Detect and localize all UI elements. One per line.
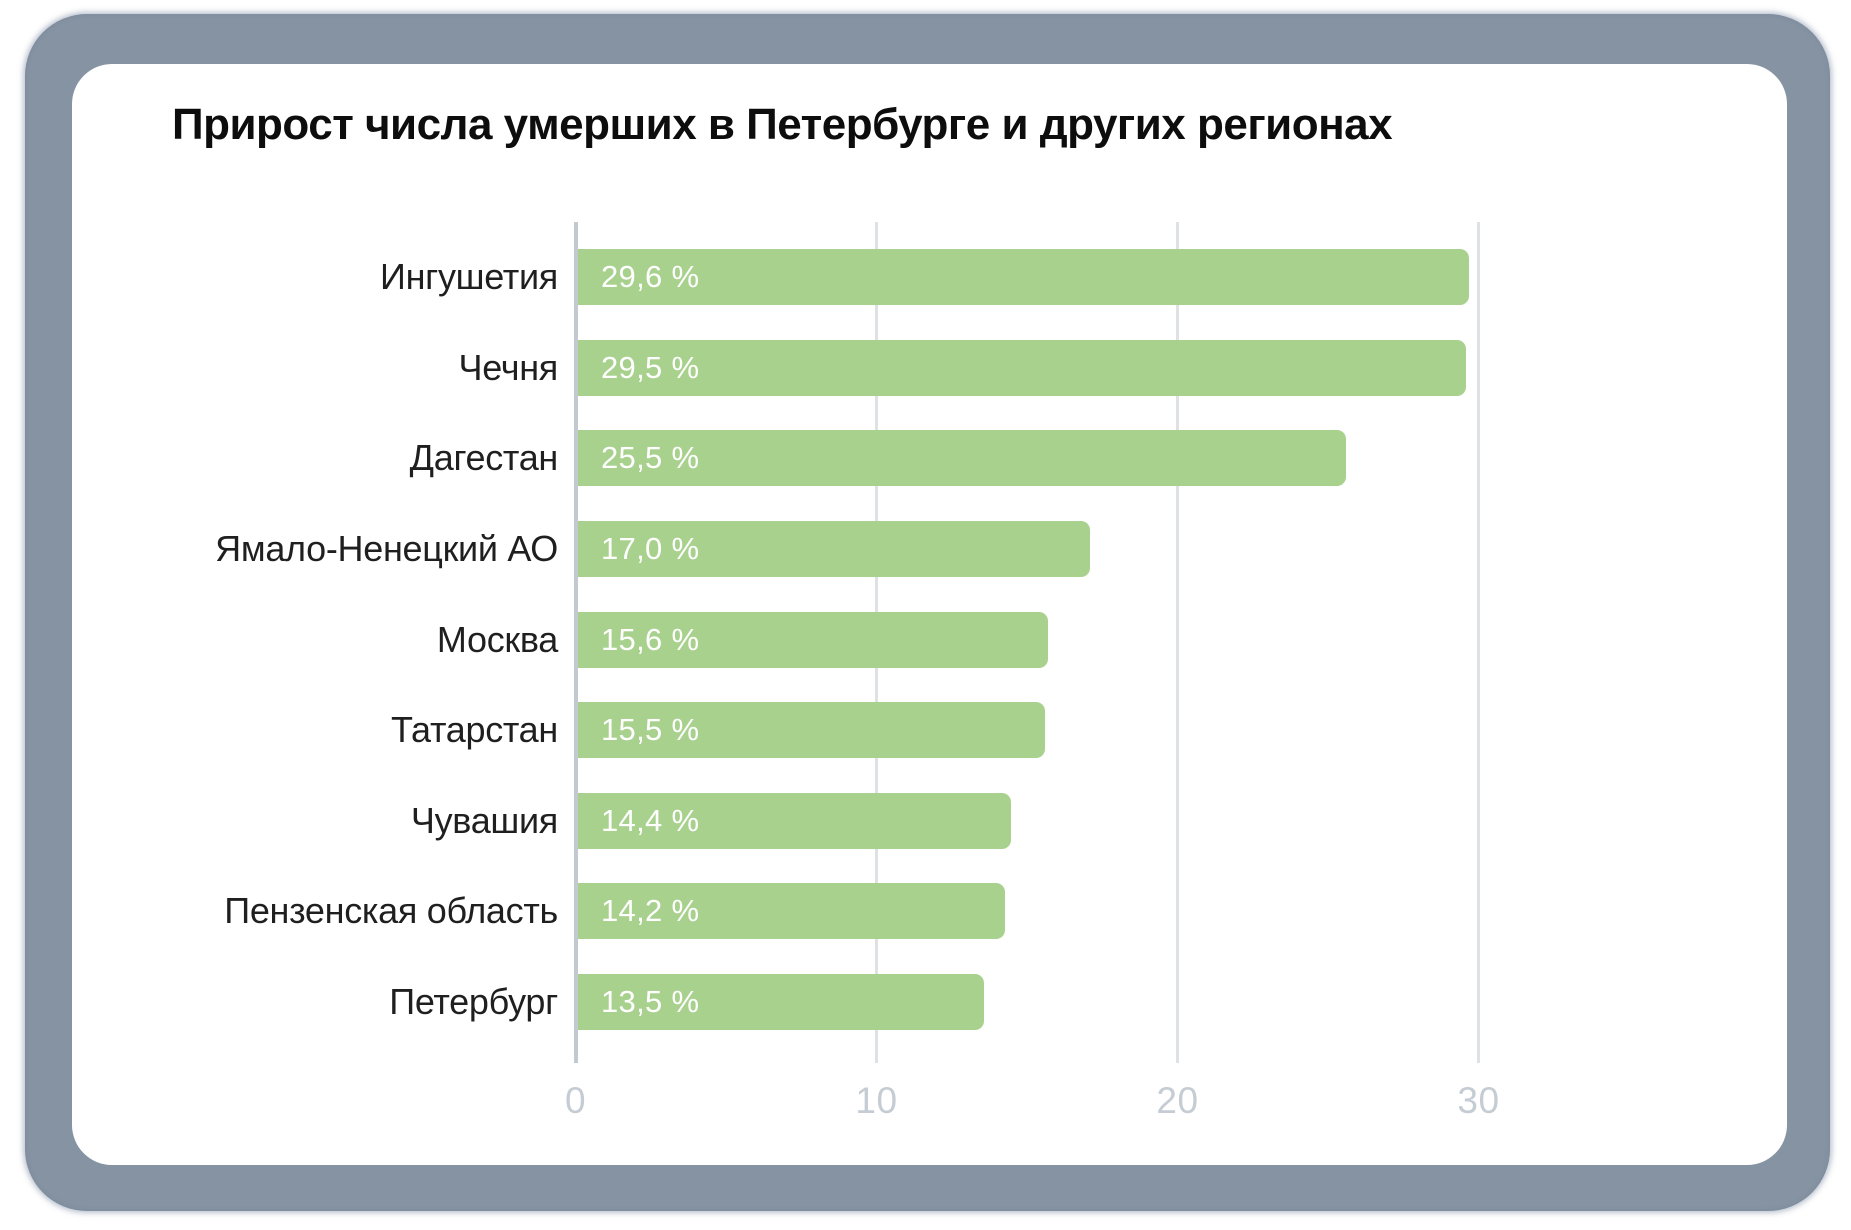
bar: 14,4 % — [578, 792, 1012, 849]
bar-value-label: 17,0 % — [601, 531, 700, 567]
bar-track: 29,6 % — [578, 249, 1712, 306]
bar: 29,6 % — [578, 249, 1469, 306]
bar-track: 15,6 % — [578, 611, 1712, 668]
category-label: Петербург — [389, 981, 558, 1023]
bar: 14,2 % — [578, 883, 1006, 940]
category-label: Ямало-Ненецкий АО — [215, 528, 558, 570]
plot-area: Ингушетия 29,6 % Чечня 29,5 % Дагестан 25,5 %… — [72, 64, 1787, 1165]
bar-row: Дагестан 25,5 % — [72, 413, 1712, 504]
bar: 15,6 % — [578, 611, 1048, 668]
x-axis-tick-label: 0 — [564, 1080, 587, 1121]
bar-value-label: 13,5 % — [601, 984, 700, 1020]
bar-track: 15,5 % — [578, 702, 1712, 759]
x-axis-tick-label: 30 — [1457, 1080, 1500, 1121]
bar: 17,0 % — [578, 521, 1090, 578]
bar-track: 17,0 % — [578, 521, 1712, 578]
bar-value-label: 29,5 % — [601, 349, 700, 385]
category-label: Дагестан — [409, 437, 559, 479]
bar-row: Москва 15,6 % — [72, 594, 1712, 685]
category-label: Чувашия — [410, 799, 558, 841]
bar-track: 25,5 % — [578, 430, 1712, 487]
category-label: Пензенская область — [224, 890, 558, 932]
bar-row: Петербург 13,5 % — [72, 957, 1712, 1048]
bar-row: Татарстан 15,5 % — [72, 685, 1712, 776]
bar-row: Чечня 29,5 % — [72, 323, 1712, 414]
bar-track: 14,2 % — [578, 883, 1712, 940]
category-label: Татарстан — [390, 709, 558, 751]
bar: 29,5 % — [578, 339, 1466, 396]
category-label: Ингушетия — [380, 256, 558, 298]
chart-card: Прирост числа умерших в Петербурге и дру… — [72, 64, 1787, 1165]
bar-value-label: 25,5 % — [601, 440, 700, 476]
bar-row: Ингушетия 29,6 % — [72, 232, 1712, 323]
bar-row: Ямало-Ненецкий АО 17,0 % — [72, 504, 1712, 595]
category-label: Чечня — [458, 346, 559, 388]
bar-value-label: 29,6 % — [601, 259, 700, 295]
bar: 13,5 % — [578, 974, 985, 1031]
bar-row: Чувашия 14,4 % — [72, 776, 1712, 867]
x-axis-tick-label: 10 — [855, 1080, 898, 1121]
bar: 15,5 % — [578, 702, 1045, 759]
category-label: Москва — [436, 618, 558, 660]
bar-value-label: 14,4 % — [601, 802, 700, 838]
bar-rows: Ингушетия 29,6 % Чечня 29,5 % Дагестан 25,5 %… — [72, 232, 1712, 1047]
bar: 25,5 % — [578, 430, 1346, 487]
bar-track: 13,5 % — [578, 974, 1712, 1031]
bar-value-label: 15,5 % — [601, 712, 700, 748]
x-axis-tick-label: 20 — [1156, 1080, 1199, 1121]
bar-value-label: 15,6 % — [601, 621, 700, 657]
bar-row: Пензенская область 14,2 % — [72, 866, 1712, 957]
y-axis-line — [573, 222, 578, 1063]
bar-value-label: 14,2 % — [601, 893, 700, 929]
gridline-30 — [1477, 222, 1480, 1063]
outer-frame: Прирост числа умерших в Петербурге и дру… — [25, 14, 1830, 1211]
bar-track: 14,4 % — [578, 792, 1712, 849]
chart-title: Прирост числа умерших в Петербурге и дру… — [172, 100, 1393, 149]
bar-track: 29,5 % — [578, 339, 1712, 396]
gridline-20 — [1176, 222, 1179, 1063]
